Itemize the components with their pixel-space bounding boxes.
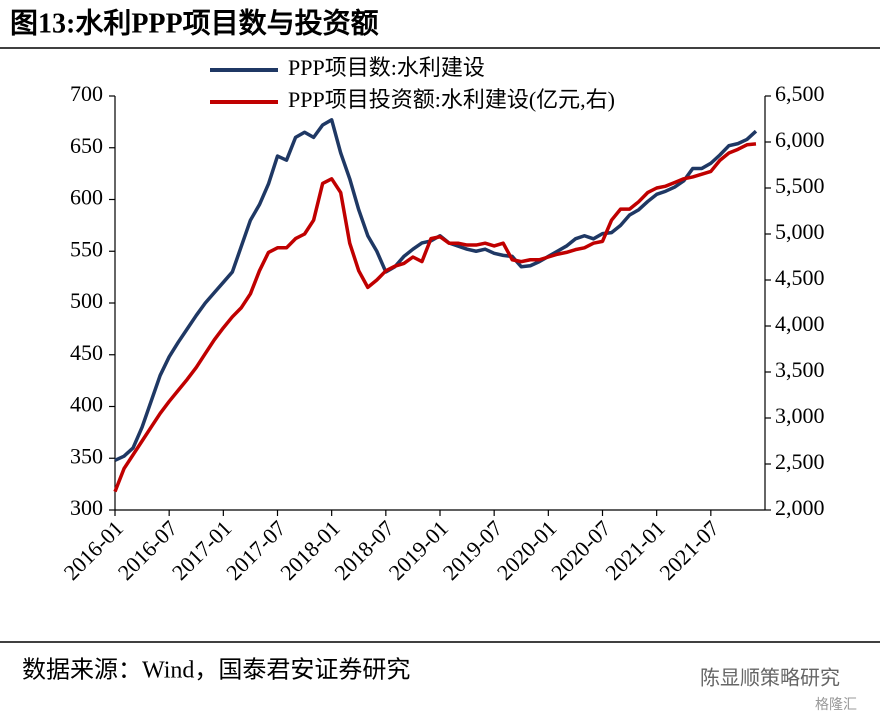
x-tick-label: 2018-07 [329, 515, 399, 585]
y-tick-label: 550 [70, 236, 103, 261]
watermark: 陈显顺策略研究 [700, 667, 840, 690]
y2-tick-label: 6,500 [775, 81, 825, 106]
x-tick-label: 2019-07 [438, 515, 508, 585]
x-tick-label: 2020-01 [492, 515, 562, 585]
x-tick-label: 2019-01 [384, 515, 454, 585]
legend-label: PPP项目数:水利建设 [288, 55, 485, 80]
watermark: 格隆汇 [815, 697, 857, 713]
y2-tick-label: 5,000 [775, 219, 825, 244]
x-tick-label: 2020-07 [546, 515, 616, 585]
y2-tick-label: 2,000 [775, 495, 825, 520]
x-tick-label: 2016-07 [113, 515, 183, 585]
y-tick-label: 600 [70, 185, 103, 210]
y-tick-label: 650 [70, 133, 103, 158]
y-tick-label: 500 [70, 288, 103, 313]
x-tick-label: 2017-01 [167, 515, 237, 585]
source: 数据来源：Wind，国泰君安证券研究 [22, 657, 410, 684]
chart-title: 图13:水利PPP项目数与投资额 [10, 7, 379, 39]
y-tick-label: 450 [70, 340, 103, 365]
x-tick-label: 2016-01 [59, 515, 129, 585]
y2-tick-label: 2,500 [775, 449, 825, 474]
series-line [113, 142, 757, 493]
x-tick-label: 2021-07 [654, 515, 724, 585]
y2-tick-label: 5,500 [775, 173, 825, 198]
y2-tick-label: 4,500 [775, 265, 825, 290]
y2-tick-label: 6,000 [775, 127, 825, 152]
y-tick-label: 350 [70, 443, 103, 468]
y2-tick-label: 3,000 [775, 403, 825, 428]
series-line [114, 118, 758, 462]
x-tick-label: 2017-07 [221, 515, 291, 585]
x-tick-label: 2021-01 [600, 515, 670, 585]
x-tick-label: 2018-01 [275, 515, 345, 585]
y-tick-label: 300 [70, 495, 103, 520]
y-tick-label: 400 [70, 392, 103, 417]
legend-label: PPP项目投资额:水利建设(亿元,右) [288, 87, 615, 112]
y-tick-label: 700 [70, 81, 103, 106]
y2-tick-label: 4,000 [775, 311, 825, 336]
y2-tick-label: 3,500 [775, 357, 825, 382]
